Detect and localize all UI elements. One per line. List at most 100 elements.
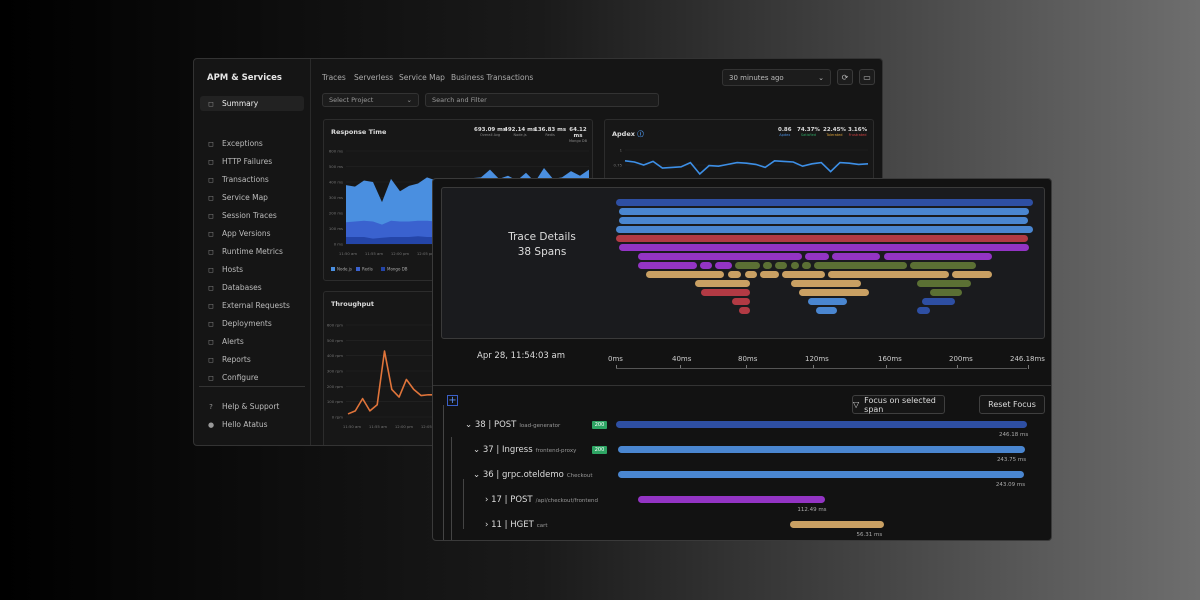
flame-span[interactable] [745, 271, 757, 278]
reset-focus-button[interactable]: Reset Focus [979, 395, 1045, 414]
tab-service-map[interactable]: Service Map [399, 73, 445, 82]
sidebar-item-service-map[interactable]: ◻ Service Map [200, 190, 304, 205]
chevron-down-icon[interactable]: ⌄ [473, 445, 483, 455]
flame-span[interactable] [910, 262, 976, 269]
span-service: cart [536, 523, 548, 529]
flame-span[interactable] [952, 271, 992, 278]
chevron-down-icon[interactable]: ⌄ [473, 470, 483, 480]
flame-span[interactable] [832, 253, 880, 260]
info-icon[interactable]: ⓘ [637, 130, 644, 138]
span-row[interactable]: › 11 | HGET cart [485, 520, 548, 530]
sidebar-item-configure[interactable]: ◻ Configure [200, 370, 304, 385]
span-bar[interactable] [616, 421, 1027, 428]
stat-label: Frustrated [848, 133, 867, 137]
flame-span[interactable] [775, 262, 787, 269]
sidebar-item-hello-atatus[interactable]: ● Hello Atatus [200, 417, 304, 432]
sidebar-item-alerts[interactable]: ◻ Alerts [200, 334, 304, 349]
flame-span[interactable] [808, 298, 847, 305]
span-row[interactable]: › 17 | POST/api/checkout/frontend [485, 495, 598, 505]
x-tick-label: 11:55 am [365, 251, 383, 256]
flame-span[interactable] [695, 280, 750, 287]
y-tick-label: 0 rpm [332, 415, 344, 420]
flame-span[interactable] [735, 262, 760, 269]
flame-span[interactable] [791, 262, 799, 269]
span-name: Ingress [501, 445, 533, 455]
refresh-button[interactable]: ⟳ [837, 69, 853, 85]
span-row[interactable]: ⌄ 38 | POST load-generator [465, 420, 560, 430]
flame-span[interactable] [728, 271, 741, 278]
time-range-select[interactable]: 30 minutes ago ⌄ [722, 69, 831, 86]
flame-span[interactable] [619, 217, 1028, 224]
flame-span[interactable] [802, 262, 811, 269]
flame-span[interactable] [828, 271, 949, 278]
flame-span[interactable] [732, 298, 750, 305]
flame-span[interactable] [917, 307, 930, 314]
sidebar-item-transactions[interactable]: ◻ Transactions [200, 172, 304, 187]
flame-span[interactable] [701, 289, 750, 296]
flame-span[interactable] [646, 271, 724, 278]
x-tick-label: 12:05 pm [421, 424, 440, 429]
span-row[interactable]: ⌄ 36 | grpc.oteldemo Checkout [473, 470, 593, 480]
sidebar-item-deployments[interactable]: ◻ Deployments [200, 316, 304, 331]
sidebar-item-reports[interactable]: ◻ Reports [200, 352, 304, 367]
stat: 0.86 Apdex [778, 127, 792, 137]
flame-span[interactable] [814, 262, 907, 269]
x-tick-label: 11:55 am [369, 424, 387, 429]
flame-span[interactable] [816, 307, 837, 314]
stat-label: Tolerated [826, 133, 843, 137]
flame-span[interactable] [715, 262, 732, 269]
span-bar[interactable] [637, 496, 826, 503]
span-service: frontend-proxy [535, 448, 577, 454]
chevron-down-icon[interactable]: ⌄ [465, 420, 475, 430]
span-bar[interactable] [618, 446, 1025, 453]
span-bar[interactable] [618, 471, 1024, 478]
flame-span[interactable] [884, 253, 992, 260]
time-range-label: 30 minutes ago [729, 73, 784, 82]
flame-span[interactable] [700, 262, 712, 269]
flame-span[interactable] [638, 262, 697, 269]
search-placeholder: Search and Filter [432, 96, 487, 104]
sidebar-item-app-versions[interactable]: ◻ App Versions [200, 226, 304, 241]
y-tick-label: 400 rpm [327, 353, 343, 358]
flame-span[interactable] [616, 226, 1033, 233]
expand-all-button[interactable]: + [447, 395, 458, 406]
flame-span[interactable] [619, 208, 1029, 215]
sidebar-item-hosts[interactable]: ◻ Hosts [200, 262, 304, 277]
flame-span[interactable] [739, 307, 750, 314]
chevron-right-icon[interactable]: › [485, 495, 492, 505]
flame-span[interactable] [799, 289, 869, 296]
sidebar-item-external-requests[interactable]: ◻ External Requests [200, 298, 304, 313]
flame-span[interactable] [616, 235, 1028, 242]
focus-selected-span-button[interactable]: ▽ Focus on selected span [852, 395, 945, 414]
flame-span[interactable] [917, 280, 971, 287]
span-row[interactable]: ⌄ 37 | Ingress frontend-proxy [473, 445, 576, 455]
sidebar-item-exceptions[interactable]: ◻ Exceptions [200, 136, 304, 151]
span-bar[interactable] [790, 521, 885, 528]
chevron-right-icon[interactable]: › [485, 520, 492, 530]
trace-details-panel: Trace Details 38 Spans Apr 28, 11:54:03 a… [432, 178, 1052, 541]
sidebar-item-http-failures[interactable]: ◻ HTTP Failures [200, 154, 304, 169]
sidebar-item-summary[interactable]: ◻ Summary [200, 96, 304, 111]
flame-span[interactable] [763, 262, 772, 269]
tab-serverless[interactable]: Serverless [354, 73, 394, 82]
sidebar-item-databases[interactable]: ◻ Databases [200, 280, 304, 295]
search-input[interactable]: Search and Filter [425, 93, 659, 107]
flame-span[interactable] [760, 271, 779, 278]
project-select[interactable]: Select Project ⌄ [322, 93, 419, 107]
monitor-button[interactable]: ▭ [859, 69, 875, 85]
flame-span[interactable] [638, 253, 802, 260]
sidebar-item-session-traces[interactable]: ◻ Session Traces [200, 208, 304, 223]
flame-span[interactable] [805, 253, 829, 260]
flame-span[interactable] [619, 244, 1029, 251]
flame-span[interactable] [922, 298, 955, 305]
flame-span[interactable] [791, 280, 861, 287]
tab-business-transactions[interactable]: Business Transactions [451, 73, 534, 82]
sidebar-item-help-support[interactable]: ? Help & Support [200, 399, 304, 414]
flame-span[interactable] [782, 271, 825, 278]
flame-span[interactable] [930, 289, 962, 296]
tab-traces[interactable]: Traces [322, 73, 346, 82]
flame-span[interactable] [616, 199, 1033, 206]
refresh-icon: ⟳ [841, 72, 849, 82]
sidebar-item-runtime-metrics[interactable]: ◻ Runtime Metrics [200, 244, 304, 259]
divider [433, 385, 1051, 386]
